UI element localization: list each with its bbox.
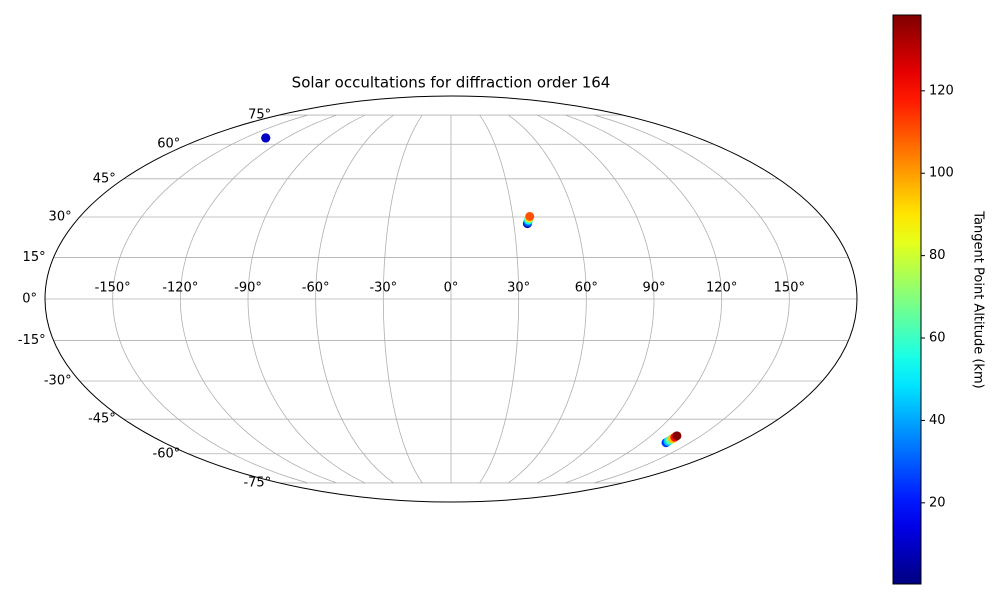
colorbar-tick-label: 100	[929, 166, 954, 181]
colorbar-tick-label: 120	[929, 83, 954, 98]
x-tick-label: -30°	[369, 281, 397, 296]
colorbar-tick-label: 60	[929, 331, 946, 346]
y-tick-label: 30°	[49, 209, 72, 224]
x-tick-label: 120°	[706, 281, 737, 296]
x-tick-label: -60°	[302, 281, 330, 296]
grid-line	[179, 114, 337, 484]
colorbar-tick-label: 40	[929, 413, 946, 428]
x-tick-label: 0°	[444, 281, 459, 296]
grid-line	[594, 114, 790, 484]
grid-line	[479, 114, 520, 484]
chart-title: Solar occultations for diffraction order…	[292, 74, 611, 92]
colorbar-tick-label: 80	[929, 248, 946, 263]
y-tick-label: -75°	[243, 475, 271, 490]
map-boundary	[44, 95, 858, 503]
x-tick-label: -120°	[162, 281, 198, 296]
y-tick-label: 60°	[157, 137, 180, 152]
y-tick-label: 15°	[23, 250, 46, 265]
grid-line	[508, 114, 587, 484]
x-tick-label: 90°	[642, 281, 665, 296]
grid-line	[382, 114, 423, 484]
grid-line	[112, 114, 308, 484]
x-tick-label: -90°	[234, 281, 262, 296]
grid-line	[247, 114, 366, 484]
y-tick-label: 75°	[248, 108, 271, 123]
grid-line	[536, 114, 655, 484]
point	[525, 211, 535, 221]
y-tick-label: -30°	[44, 374, 72, 389]
x-tick-label: 150°	[774, 281, 805, 296]
y-tick-label: -60°	[153, 446, 181, 461]
x-tick-label: 30°	[507, 281, 530, 296]
point	[672, 431, 682, 441]
colorbar-label: Tangent Point Altitude (km)	[971, 210, 986, 388]
y-tick-label: 0°	[22, 292, 37, 307]
grid	[44, 95, 858, 503]
colorbar-tick-label: 20	[929, 495, 946, 510]
x-tick-label: -150°	[95, 281, 131, 296]
y-tick-label: -45°	[88, 412, 116, 427]
colorbar	[892, 14, 922, 585]
points	[261, 133, 682, 448]
y-tick-label: -15°	[18, 333, 46, 348]
grid-line	[315, 114, 394, 484]
y-tick-label: 45°	[93, 171, 116, 186]
grid-line	[565, 114, 723, 484]
x-tick-label: 60°	[575, 281, 598, 296]
point	[261, 133, 271, 143]
